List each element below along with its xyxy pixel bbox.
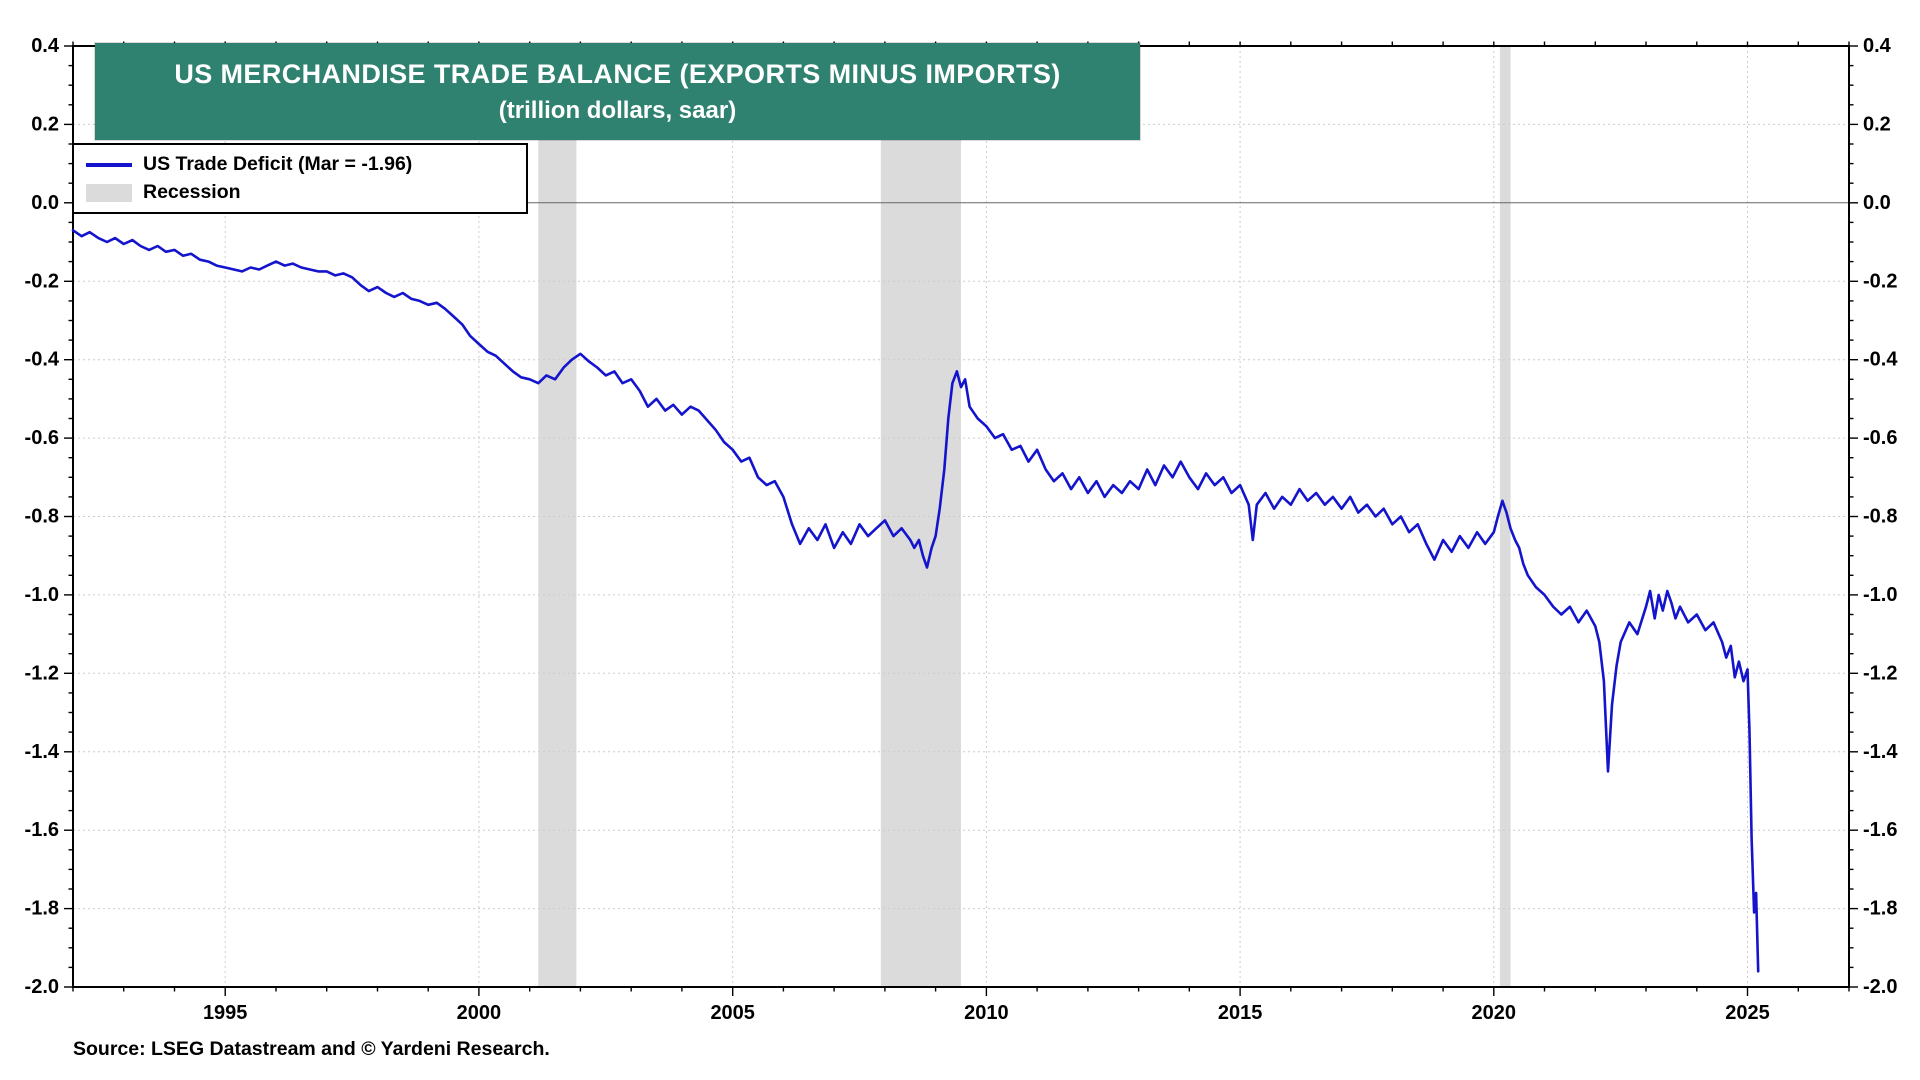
svg-text:-0.8: -0.8 — [1863, 506, 1897, 528]
legend-row-series: US Trade Deficit (Mar = -1.96) — [86, 153, 514, 176]
svg-text:-2.0: -2.0 — [1863, 976, 1897, 998]
svg-text:-1.2: -1.2 — [25, 662, 59, 684]
svg-text:2020: 2020 — [1472, 1002, 1517, 1024]
trade-deficit-line — [71, 229, 1760, 973]
legend-recession-swatch — [86, 183, 132, 202]
svg-text:2000: 2000 — [457, 1002, 502, 1024]
svg-text:2015: 2015 — [1218, 1002, 1263, 1024]
svg-text:-1.0: -1.0 — [1863, 584, 1897, 606]
svg-text:-0.8: -0.8 — [25, 506, 59, 528]
chart-subtitle: (trillion dollars, saar) — [498, 96, 737, 124]
svg-text:-1.4: -1.4 — [25, 741, 60, 763]
svg-text:-0.4: -0.4 — [25, 349, 60, 371]
svg-text:-1.6: -1.6 — [1863, 819, 1897, 841]
y-axis-labels: -2.0 -2.0 -1.8 -1.8 -1.6 -1.6 -1.4 -1.4 -1.2 -1.2… — [25, 35, 1899, 998]
svg-text:-2.0: -2.0 — [25, 976, 59, 998]
source-note: Source: LSEG Datastream and © Yardeni Re… — [73, 1038, 550, 1060]
x-axis-labels: 1995 2000 2005 2010 2015 2020 2025 — [203, 1002, 1770, 1024]
svg-text:0.4: 0.4 — [1863, 35, 1892, 57]
svg-text:2005: 2005 — [710, 1002, 755, 1024]
svg-text:0.4: 0.4 — [31, 35, 60, 57]
legend: US Trade Deficit (Mar = -1.96) Recession — [72, 143, 528, 214]
svg-text:-0.2: -0.2 — [1863, 270, 1897, 292]
svg-text:-1.4: -1.4 — [1863, 741, 1898, 763]
svg-text:2010: 2010 — [964, 1002, 1009, 1024]
svg-text:-0.2: -0.2 — [25, 270, 59, 292]
svg-text:-1.6: -1.6 — [25, 819, 59, 841]
chart-title: US MERCHANDISE TRADE BALANCE (EXPORTS MI… — [174, 58, 1061, 89]
svg-text:-1.2: -1.2 — [1863, 662, 1897, 684]
svg-text:-0.4: -0.4 — [1863, 349, 1898, 371]
svg-text:-1.0: -1.0 — [25, 584, 59, 606]
svg-text:0.2: 0.2 — [1863, 113, 1891, 135]
svg-text:0.0: 0.0 — [1863, 192, 1891, 214]
svg-text:0.0: 0.0 — [31, 192, 59, 214]
legend-series-label: US Trade Deficit (Mar = -1.96) — [143, 153, 413, 175]
svg-text:1995: 1995 — [203, 1002, 248, 1024]
svg-text:0.2: 0.2 — [31, 113, 59, 135]
legend-recession-label: Recession — [143, 181, 241, 203]
svg-text:-0.6: -0.6 — [1863, 427, 1897, 449]
legend-row-recession: Recession — [86, 181, 514, 204]
svg-text:2025: 2025 — [1725, 1002, 1770, 1024]
svg-text:-0.6: -0.6 — [25, 427, 59, 449]
svg-text:-1.8: -1.8 — [25, 898, 59, 920]
chart-title-banner: US MERCHANDISE TRADE BALANCE (EXPORTS MI… — [95, 43, 1140, 140]
legend-line-swatch — [86, 162, 132, 167]
svg-text:-1.8: -1.8 — [1863, 898, 1897, 920]
